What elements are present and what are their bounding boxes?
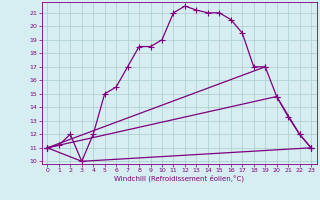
X-axis label: Windchill (Refroidissement éolien,°C): Windchill (Refroidissement éolien,°C) <box>114 175 244 182</box>
